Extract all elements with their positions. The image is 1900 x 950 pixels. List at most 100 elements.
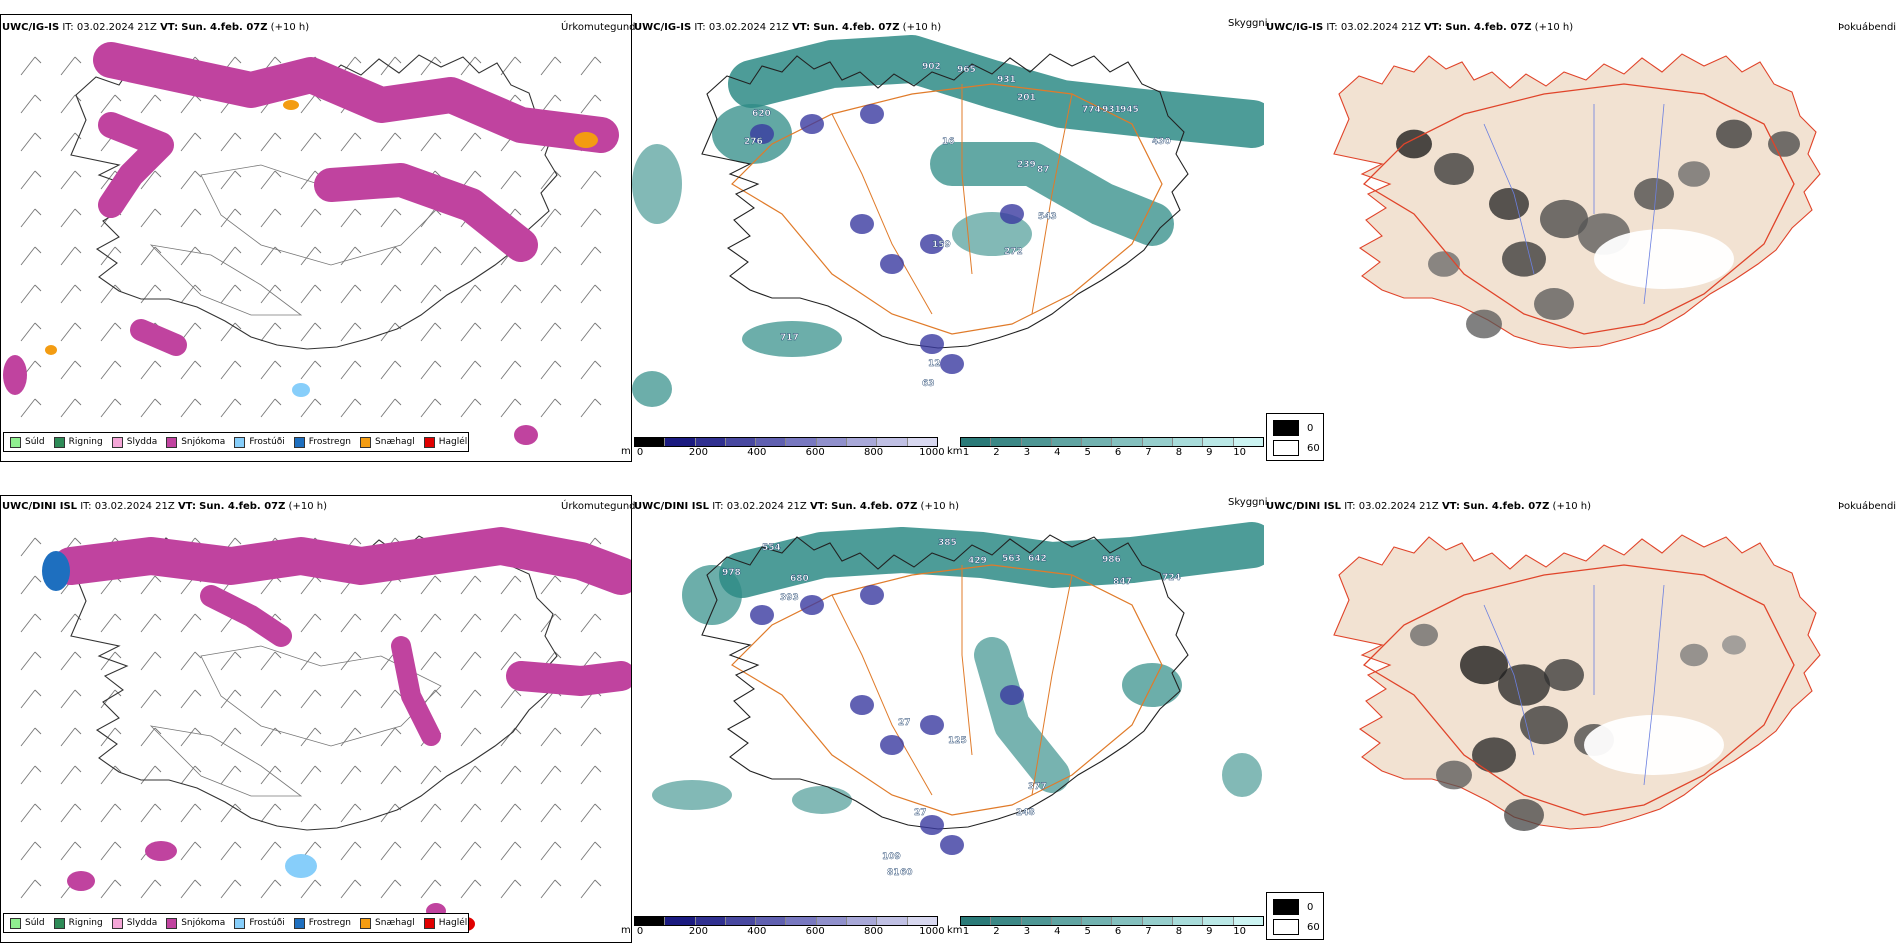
wind-barb bbox=[220, 879, 242, 899]
colorbar-cell bbox=[665, 917, 696, 925]
legend-swatch bbox=[166, 917, 178, 929]
ceiling-colorbar-top: 0 200 400 600 800 1000 m bbox=[621, 437, 945, 459]
wind-barb bbox=[580, 879, 602, 899]
cloud-title-bottom: Skyggni bbox=[1228, 497, 1268, 508]
wind-barb bbox=[380, 841, 402, 861]
wind-barb bbox=[180, 689, 202, 709]
panel-title-precip-top: UWC/IG-IS IT: 03.02.2024 21Z VT: Sun. 4.… bbox=[2, 22, 310, 33]
wind-barb bbox=[180, 727, 202, 747]
wind-barb bbox=[380, 398, 402, 418]
legend-label: Snæhagl bbox=[375, 918, 415, 928]
wind-barb bbox=[260, 689, 282, 709]
ceiling-value-label: 554 bbox=[762, 543, 781, 553]
colorbar-cell bbox=[1112, 917, 1143, 925]
colorbar-tick: 8 bbox=[1175, 926, 1183, 937]
colorbar-cell bbox=[756, 438, 787, 446]
wind-barb bbox=[380, 727, 402, 747]
ceiling-area bbox=[860, 585, 884, 605]
snow-area bbox=[145, 841, 177, 861]
wind-barb bbox=[100, 841, 122, 861]
wind-barb bbox=[260, 879, 282, 899]
precip-type-title-top: Úrkomutegund bbox=[561, 22, 636, 33]
legend-label: Frostúði bbox=[249, 437, 285, 447]
wind-barb bbox=[580, 284, 602, 304]
snow-area bbox=[130, 319, 187, 356]
legend-swatch bbox=[10, 917, 21, 929]
wind-barb bbox=[300, 879, 322, 899]
ceiling-value-label: 931 bbox=[1102, 105, 1121, 115]
fog-dark-area bbox=[1716, 119, 1752, 149]
visibility-area bbox=[728, 35, 1264, 148]
ceiling-area bbox=[750, 605, 774, 625]
colorbar-tick: 800 bbox=[864, 926, 884, 937]
wind-barb bbox=[220, 727, 242, 747]
ceiling-value-label: 680 bbox=[790, 574, 809, 584]
wind-barb bbox=[300, 398, 322, 418]
colorbar-unit: km bbox=[947, 925, 963, 936]
colorbar-tick: 200 bbox=[688, 926, 708, 937]
fog-legend-swatch bbox=[1273, 420, 1299, 436]
ceiling-value-label: 239 bbox=[1017, 160, 1036, 170]
ceiling-value-label: 774 bbox=[1082, 105, 1101, 115]
wind-barb bbox=[340, 132, 362, 152]
wind-barb bbox=[260, 841, 282, 861]
wind-barb bbox=[340, 765, 362, 785]
wind-barb bbox=[540, 727, 562, 747]
wind-barb bbox=[340, 803, 362, 823]
wind-barb bbox=[460, 803, 482, 823]
legend-swatch bbox=[423, 917, 435, 929]
ceiling-area bbox=[850, 695, 874, 715]
wind-barb bbox=[500, 765, 522, 785]
wind-barb bbox=[140, 651, 162, 671]
wind-barb bbox=[20, 322, 42, 342]
wind-barb bbox=[20, 398, 42, 418]
wind-barb bbox=[380, 56, 402, 76]
wind-barb bbox=[180, 208, 202, 228]
wind-barb bbox=[100, 613, 122, 633]
wind-barb bbox=[340, 398, 362, 418]
wind-barb bbox=[180, 841, 202, 861]
legend-label: Frostregn bbox=[308, 918, 352, 928]
wind-barb bbox=[380, 360, 402, 380]
ceiling-area bbox=[800, 114, 824, 134]
wind-barb bbox=[220, 841, 242, 861]
wind-barb bbox=[420, 284, 442, 304]
legend-label: Snæhagl bbox=[375, 437, 415, 447]
colorbar-cell bbox=[816, 917, 848, 925]
wind-barb bbox=[60, 651, 82, 671]
wind-barb bbox=[540, 765, 562, 785]
coastline bbox=[70, 535, 558, 831]
ceiling-area bbox=[920, 334, 944, 354]
wind-barb bbox=[220, 322, 242, 342]
cloud-panel-bottom: 554 978 393 680 385 429 563 642 986 847 724 27 125 37… bbox=[632, 495, 1264, 943]
ceiling-value-label: 276 bbox=[744, 137, 763, 147]
fog-legend-row: 60 bbox=[1273, 919, 1320, 935]
legend-item: Súld bbox=[10, 917, 45, 929]
ceiling-value-label: 393 bbox=[780, 593, 799, 603]
ceiling-area bbox=[850, 214, 874, 234]
wind-barb bbox=[540, 246, 562, 266]
wind-barb bbox=[20, 94, 42, 114]
fog-dark-area bbox=[1768, 131, 1800, 157]
colorbar-cell bbox=[1233, 917, 1263, 925]
wind-barb bbox=[140, 284, 162, 304]
legend-label: Rigning bbox=[68, 918, 103, 928]
legend-label: Frostregn bbox=[308, 437, 352, 447]
wind-barb bbox=[300, 765, 322, 785]
wind-barb bbox=[540, 322, 562, 342]
wind-barb bbox=[580, 727, 602, 747]
wind-barb bbox=[260, 765, 282, 785]
wind-barb bbox=[460, 841, 482, 861]
ceiling-area bbox=[880, 735, 904, 755]
legend-label: Slydda bbox=[126, 918, 158, 928]
wind-barb bbox=[180, 246, 202, 266]
wind-barb bbox=[500, 56, 522, 76]
fog-dark-area bbox=[1502, 241, 1546, 277]
wind-barb bbox=[140, 879, 162, 899]
ceiling-area bbox=[920, 234, 944, 254]
precip-map-bottom bbox=[20, 527, 631, 931]
colorbar-cell bbox=[961, 438, 992, 446]
wind-barb bbox=[140, 689, 162, 709]
wind-barb bbox=[340, 841, 362, 861]
wind-barb bbox=[180, 360, 202, 380]
